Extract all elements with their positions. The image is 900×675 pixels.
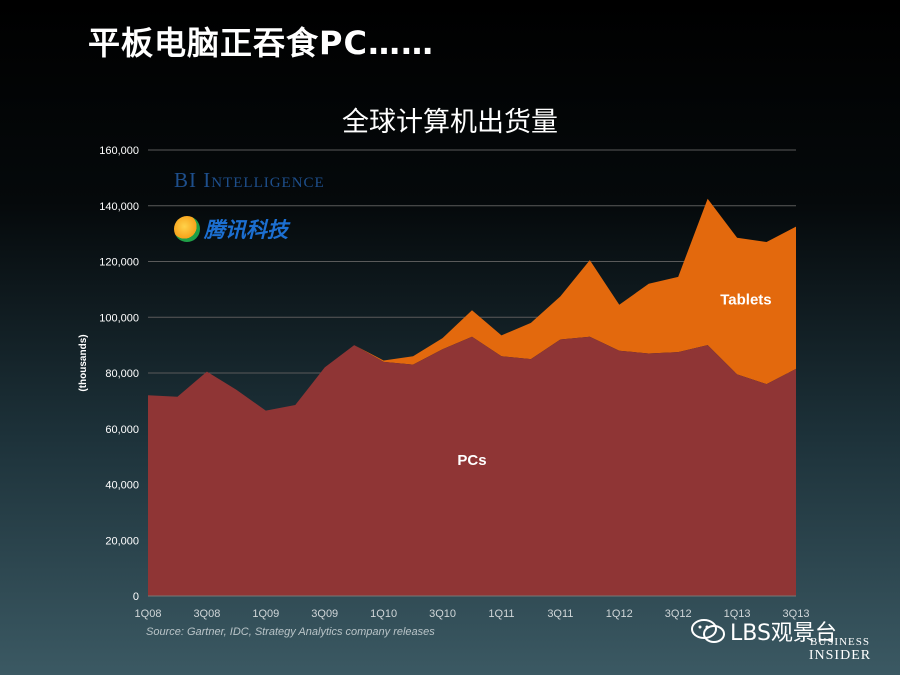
- x-tick-label: 1Q13: [724, 608, 751, 620]
- x-tick-label: 1Q11: [488, 608, 514, 620]
- chart-title: 全球计算机出货量: [342, 107, 558, 138]
- x-tick-label: 3Q12: [665, 608, 692, 620]
- x-tick-label: 3Q09: [311, 608, 338, 620]
- x-tick-label: 1Q12: [606, 608, 633, 620]
- series-label-pcs: PCs: [457, 452, 486, 469]
- y-tick-label: 20,000: [105, 535, 139, 547]
- series-label-tablets: Tablets: [720, 292, 771, 309]
- y-axis-label: (thousands): [78, 334, 89, 391]
- x-tick-label: 3Q10: [429, 608, 456, 620]
- x-tick-label: 1Q10: [370, 608, 397, 620]
- pcs-area: [148, 336, 796, 596]
- x-tick-label: 3Q11: [547, 608, 573, 620]
- y-tick-label: 100,000: [99, 312, 139, 324]
- y-tick-label: 40,000: [105, 480, 139, 492]
- bi-intelligence-watermark: BI Intelligence: [174, 168, 325, 192]
- tencent-tech-watermark: 腾讯科技: [174, 214, 288, 244]
- business-insider-line1: BUSINESS: [810, 636, 870, 648]
- tencent-tech-label: 腾讯科技: [204, 218, 288, 242]
- tencent-logo-icon: [174, 216, 200, 242]
- x-tick-label: 1Q08: [135, 608, 162, 620]
- slide-title: 平板电脑正吞食PC……: [88, 24, 434, 62]
- business-insider-line2: INSIDER: [808, 648, 872, 663]
- y-tick-label: 0: [133, 591, 139, 603]
- wechat-icon: [691, 619, 725, 643]
- tablets-area: [148, 198, 796, 411]
- x-tick-label: 3Q13: [783, 608, 810, 620]
- wechat-watermark: LBS观景台: [690, 615, 837, 647]
- y-tick-label: 80,000: [105, 368, 139, 380]
- y-tick-label: 120,000: [99, 257, 139, 269]
- x-tick-label: 1Q09: [252, 608, 279, 620]
- y-tick-label: 160,000: [99, 145, 139, 157]
- x-tick-label: 3Q08: [193, 608, 220, 620]
- business-insider-logo: BUSINESS INSIDER: [800, 636, 880, 663]
- source-note: Source: Gartner, IDC, Strategy Analytics…: [146, 626, 435, 638]
- wechat-account-label: LBS观景台: [730, 621, 837, 646]
- y-tick-label: 140,000: [99, 201, 139, 213]
- y-tick-label: 60,000: [105, 424, 139, 436]
